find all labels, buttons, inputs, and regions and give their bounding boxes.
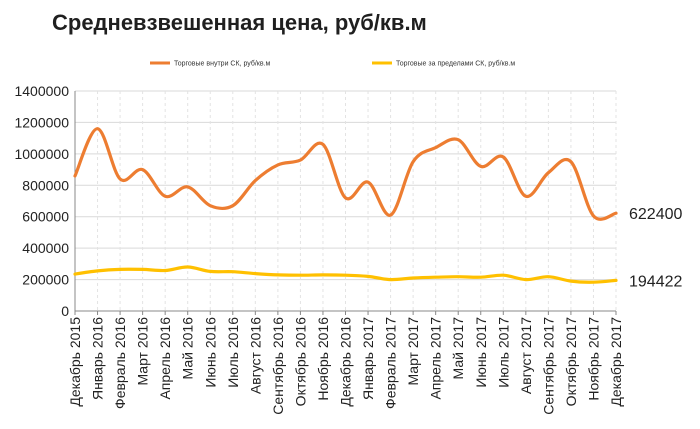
legend-label-1: Торговые внутри СК, руб/кв.м <box>174 60 271 68</box>
data-point <box>389 213 392 217</box>
data-point <box>366 275 370 278</box>
x-tick-label: Ноябрь 2016 <box>315 317 331 401</box>
data-point <box>524 195 528 198</box>
x-tick-label: Февраль 2016 <box>112 317 128 409</box>
data-point <box>457 275 460 278</box>
labels: 622400 194422 <box>629 206 682 290</box>
x-tick-label: Март 2017 <box>405 317 421 386</box>
data-point <box>73 272 77 276</box>
data-point <box>231 204 234 207</box>
data-point <box>366 180 370 184</box>
data-point <box>344 196 347 200</box>
data-point <box>163 269 167 272</box>
data-point <box>276 163 280 167</box>
data-point <box>479 276 482 279</box>
x-tick-label: Май 2016 <box>180 317 196 380</box>
y-tick-label: 1400000 <box>14 83 69 99</box>
data-point <box>411 160 415 163</box>
data-point <box>457 138 460 141</box>
data-point <box>118 177 122 181</box>
data-point <box>73 174 77 178</box>
y-tick-label: 1200000 <box>14 114 69 130</box>
x-tick-label: Октябрь 2017 <box>563 317 579 407</box>
x-tick-label: Октябрь 2016 <box>292 317 308 407</box>
data-point <box>254 179 257 182</box>
data-point <box>276 273 280 277</box>
x-tick-label: Декабрь 2016 <box>338 317 354 407</box>
data-point <box>321 143 325 146</box>
series-lines <box>73 127 618 284</box>
data-point <box>209 204 212 207</box>
x-tick-label: Апрель 2017 <box>428 317 444 400</box>
x-tick-label: Январь 2016 <box>90 317 106 400</box>
data-point <box>434 276 437 279</box>
x-tick-label: Июнь 2017 <box>473 317 489 388</box>
legend: Торговые внутри СК, руб/кв.м Торговые за … <box>150 60 515 68</box>
x-tick-label: Март 2016 <box>135 317 151 386</box>
data-point <box>96 269 99 273</box>
data-point <box>299 158 302 162</box>
data-point <box>502 155 505 159</box>
y-tick-label: 1000000 <box>14 146 69 162</box>
data-point <box>321 273 325 277</box>
data-point <box>389 278 392 281</box>
data-point <box>592 281 595 284</box>
data-point <box>614 211 618 215</box>
data-point <box>547 171 550 174</box>
data-point <box>434 146 437 149</box>
x-tick-label: Сентябрь 2017 <box>540 317 556 415</box>
data-point <box>524 278 528 281</box>
y-tick-label: 800000 <box>22 177 69 193</box>
data-point <box>479 165 482 168</box>
data-point <box>299 273 302 277</box>
x-tick-label: Июнь 2016 <box>202 317 218 388</box>
x-tick-label: Август 2017 <box>518 317 534 394</box>
data-point <box>411 276 415 280</box>
x-tick-label: Февраль 2017 <box>383 317 399 409</box>
data-point <box>569 279 573 283</box>
chart-title: Средневзвешенная цена, руб/кв.м <box>52 10 427 35</box>
y-tick-label: 600000 <box>22 209 69 225</box>
x-tick-label: Июль 2017 <box>495 317 511 388</box>
x-tick-label: Январь 2017 <box>360 317 376 400</box>
data-point <box>254 272 257 275</box>
end-value-label-2: 194422 <box>629 273 682 290</box>
x-tick-label: Апрель 2016 <box>157 317 173 400</box>
y-tick-label: 0 <box>61 303 69 319</box>
data-point <box>118 268 122 271</box>
axes: 0 200000 400000 600000 800000 1000000 1200000 1… <box>14 83 624 415</box>
x-tick-label: Август 2016 <box>247 317 263 394</box>
x-tick-label: Декабрь 2015 <box>67 317 83 407</box>
data-point <box>141 168 144 171</box>
data-point <box>344 273 347 277</box>
data-point <box>186 265 189 269</box>
data-point <box>569 160 573 163</box>
data-point <box>96 127 99 130</box>
data-point <box>592 214 595 218</box>
data-point <box>614 279 618 282</box>
data-point <box>186 185 189 189</box>
data-point <box>209 270 212 273</box>
legend-label-2: Торговые за пределами СК, руб/кв.м <box>396 60 515 68</box>
data-point <box>547 275 550 278</box>
x-tick-label: Май 2017 <box>450 317 466 380</box>
x-tick-label: Ноябрь 2017 <box>585 317 601 401</box>
data-point <box>502 273 505 277</box>
data-point <box>141 268 144 271</box>
y-tick-label: 400000 <box>22 240 69 256</box>
data-point <box>231 270 234 273</box>
data-point <box>163 195 167 198</box>
x-tick-label: Сентябрь 2016 <box>270 317 286 415</box>
x-tick-label: Декабрь 2017 <box>608 317 624 407</box>
y-tick-label: 200000 <box>22 272 69 288</box>
end-value-label-1: 622400 <box>629 206 682 223</box>
x-tick-label: Июль 2016 <box>225 317 241 388</box>
